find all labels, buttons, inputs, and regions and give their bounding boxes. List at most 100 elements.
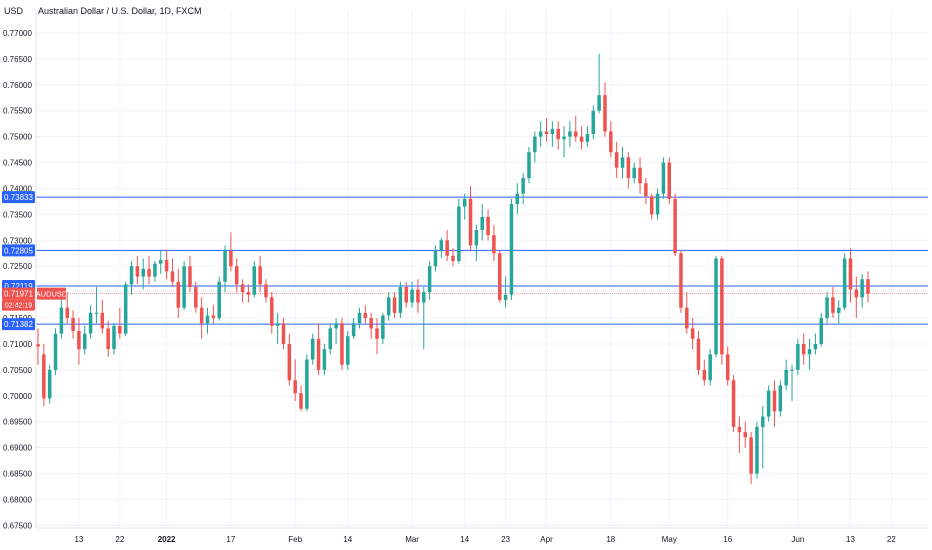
candle-body [568,131,572,137]
candle-body [755,426,759,474]
x-tick-label: 18 [606,535,615,544]
candle-body [433,250,438,267]
x-tick-label: Jun [791,535,804,544]
candle-body [334,323,338,329]
candle-body [796,343,800,370]
candle-body [36,343,40,347]
candle-body [147,268,151,277]
grid-lines [36,10,928,528]
candle-body [240,284,245,293]
candle-body [661,162,666,194]
candle-body [100,312,105,329]
candle-body [398,286,403,313]
symbol-tag: AUDUSD [36,290,68,299]
candle-body [480,216,484,230]
candle-body [299,393,303,409]
candle-body [831,297,835,313]
candle-body [790,369,794,371]
candle-body [626,157,631,179]
candle-body [94,312,99,314]
candle-body [194,286,198,308]
candle-body [807,349,812,355]
candle-body [521,178,525,194]
countdown-label: 02:42:19 [5,303,32,310]
candle-body [562,136,566,140]
y-tick-label: 0.69000 [3,444,32,453]
candle-body [556,128,560,140]
candle-body [381,315,385,339]
y-tick-label: 0.67500 [3,521,32,530]
y-tick-label: 0.73500 [3,210,32,219]
candle-body [638,167,642,184]
candle-body [182,266,186,308]
candle-body [515,193,520,205]
candle-body [59,307,64,334]
candle-body [649,196,654,215]
candle-body [416,289,420,303]
y-tick-label: 0.76000 [3,81,32,90]
candle-body [731,380,736,427]
countdown-box [2,299,35,311]
y-tick-label: 0.72500 [3,262,32,271]
candle-body [252,266,257,295]
candle-body [673,198,677,254]
candle-body [714,258,718,355]
candle-body [597,95,601,111]
y-tick-label: 0.75000 [3,133,32,142]
candle-body [316,338,321,370]
candle-body [357,312,362,324]
y-tick-label: 0.73000 [3,236,32,245]
candle-body [351,323,356,337]
candle-body [164,260,169,272]
candle-body [392,297,397,313]
candle-body [533,136,537,153]
candle-body [386,297,391,316]
candle-body [176,281,181,308]
candle-body [644,183,648,197]
candle-body [305,359,309,409]
candle-body [88,312,93,334]
candle-body [737,426,742,433]
level-label: 0.72119 [4,282,33,291]
candle-body [784,369,788,386]
y-tick-label: 0.70000 [3,392,32,401]
candle-body [866,279,870,294]
candle-body [141,268,145,277]
candle-body [158,260,163,264]
candle-body [492,235,496,254]
y-tick-label: 0.75500 [3,107,32,116]
candles [36,53,870,484]
candle-body [439,240,444,251]
x-tick-label: 17 [226,535,235,544]
candle-body [690,328,695,339]
candle-body [346,336,350,365]
y-tick-label: 0.77000 [3,29,32,38]
candle-body [819,318,823,344]
candle-body [550,128,555,135]
candle-body [603,95,607,132]
candle-body [609,131,613,153]
candle-body [129,266,134,285]
candle-body [848,258,853,290]
level-label-box [2,191,35,204]
candle-body [468,198,473,246]
candle-body [702,369,707,381]
y-tick-label: 0.76500 [3,55,32,64]
candle-body [322,349,327,370]
candle-body [503,294,508,300]
currency-label: USD [4,6,24,16]
price-labels: 0.73833 0.72805 0.72119 0.71382 0.71971 AUDUS… [2,191,68,331]
candle-body [813,343,818,350]
candle-body [281,323,286,344]
candle-body [65,307,69,319]
x-tick-label: 22 [115,535,124,544]
candle-body [761,416,765,427]
candle-body [620,157,625,168]
y-tick-label: 0.68500 [3,470,32,479]
candle-body [53,333,58,370]
x-tick-label: 23 [501,535,510,544]
candle-body [217,281,221,319]
candle-body [275,323,280,326]
candle-body [720,258,724,355]
